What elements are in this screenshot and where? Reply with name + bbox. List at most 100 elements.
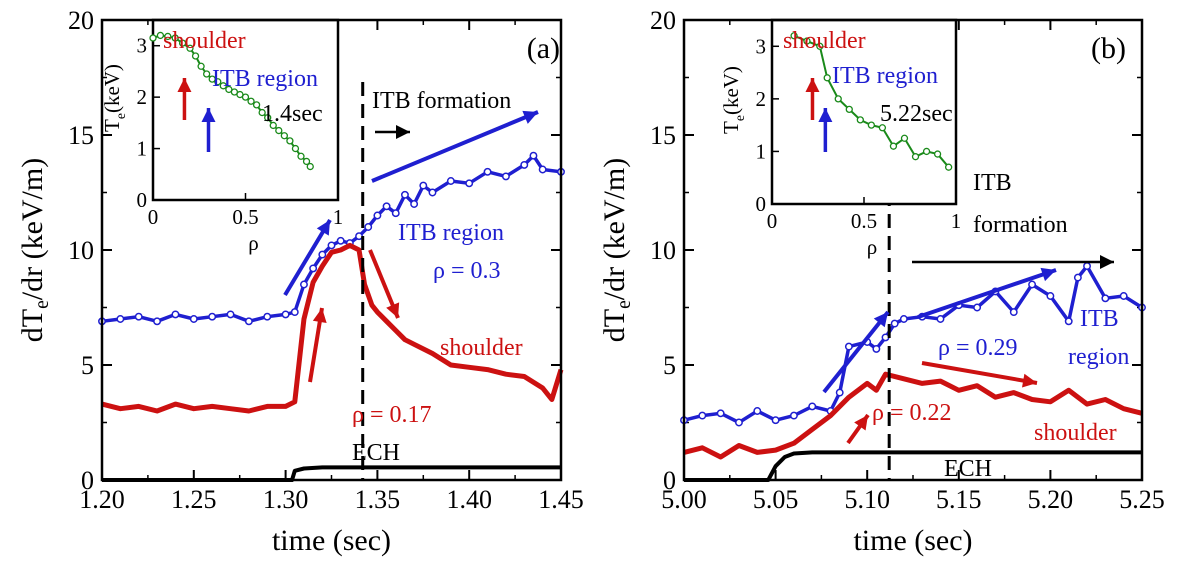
itb-trend-arrow-shaft: [917, 268, 1057, 319]
itb-formation-arrow: [375, 125, 410, 139]
inset-data-point: [178, 39, 187, 47]
data-point: [501, 172, 510, 181]
data-point: [872, 344, 881, 353]
y-tick-label: 0: [663, 466, 676, 495]
inset-data-point: [269, 121, 277, 130]
inset-time-label: 1.4sec: [262, 101, 323, 127]
inset-x-tick-label: 0: [767, 209, 778, 233]
x-tick-label: 5.20: [1028, 485, 1074, 514]
data-point: [735, 418, 743, 427]
trend-arrow-head: [873, 312, 888, 328]
x-tick-label: 1.35: [355, 485, 401, 514]
shoulder-series-label: ρ = 0.17: [352, 402, 432, 428]
data-point: [698, 411, 707, 420]
data-point: [808, 402, 817, 411]
series-shoulder: [683, 371, 1143, 460]
inset-data-point: [264, 114, 272, 122]
data-point: [1101, 294, 1110, 303]
itb-formation-label: ITB formation: [372, 88, 511, 114]
x-tick-label: 5.05: [753, 485, 799, 514]
y-tick-label: 15: [650, 121, 676, 150]
inset-data-point: [922, 147, 931, 156]
data-point: [171, 310, 180, 319]
ech-label: ECH: [944, 456, 992, 482]
shoulder-series-label: shoulder: [1034, 420, 1117, 446]
data-point: [789, 411, 798, 420]
data-point: [364, 223, 373, 231]
data-point: [1046, 292, 1055, 300]
inset-y-axis-label-base: T: [100, 119, 124, 132]
plot-frame: [682, 18, 1144, 482]
data-point: [309, 264, 318, 273]
inset-chart: 0 0.5 1 0 1 2 3 ρ Te(keV) shoulder ITB region 1.4se…: [100, 18, 343, 255]
y-axis-label-rest: /dr (keV/m): [16, 158, 49, 300]
series-shoulder: [101, 242, 564, 414]
inset-itb-arrow-head: [201, 108, 216, 122]
x-tick-label: 1.30: [263, 485, 309, 514]
inset-data-point: [156, 31, 165, 40]
inset-y-tick-label: 1: [756, 139, 767, 163]
data-point: [134, 312, 143, 321]
y-tick-label: 0: [81, 466, 94, 495]
panel-label: (b): [1091, 32, 1126, 65]
data-point: [226, 310, 235, 319]
inset-data-point: [191, 52, 200, 60]
itb-series-label: region: [1068, 344, 1129, 370]
ech-label: ECH: [352, 440, 400, 466]
inset-data-point: [856, 116, 864, 124]
data-point: [116, 315, 125, 323]
panel-label: (a): [527, 32, 560, 65]
y-axis-label: dTe/dr (keV/m): [598, 158, 635, 342]
itb-trend-arrow: [917, 267, 1057, 319]
data-point: [520, 160, 529, 169]
data-point: [771, 416, 780, 425]
series-line: [683, 371, 1143, 460]
inset-shoulder-arrow: [177, 78, 192, 120]
inset-data-point: [823, 74, 831, 82]
y-tick-label: 10: [68, 236, 94, 265]
inset-data-point: [164, 32, 172, 41]
data-point: [336, 236, 345, 245]
trend-arrow: [283, 218, 332, 297]
y-tick-label: 5: [81, 351, 94, 380]
inset-y-tick-label: 3: [756, 34, 767, 58]
itb-series-label: ρ = 0.3: [433, 258, 501, 284]
inset-itb-arrow-head: [818, 108, 833, 122]
y-tick-label: 10: [650, 236, 676, 265]
trend-arrow: [368, 249, 400, 319]
y-tick-label: 20: [650, 6, 676, 35]
trend-arrow-head: [1022, 373, 1037, 388]
inset-x-tick-label: 0: [148, 205, 159, 229]
data-point: [538, 165, 547, 174]
inset-x-tick-label: 1: [951, 209, 962, 233]
trend-arrow-head: [312, 308, 327, 323]
data-point: [1028, 280, 1037, 289]
x-tick-label: 1.20: [79, 485, 125, 514]
inset-data-point: [297, 152, 305, 160]
trend-arrow: [846, 413, 870, 445]
inset-y-tick-label: 1: [137, 137, 148, 161]
trend-arrow-head: [386, 302, 400, 318]
inset-x-tick-label: 0.5: [232, 205, 258, 229]
data-point: [716, 409, 725, 418]
data-point: [410, 200, 419, 208]
inset-data-point: [219, 82, 227, 90]
inset-data-point: [933, 150, 942, 158]
shoulder-series-label: shoulder: [440, 335, 523, 361]
data-point: [529, 151, 538, 160]
x-tick-label: 5.10: [844, 485, 890, 514]
inset-data-point: [241, 93, 250, 101]
inset-data-point: [247, 97, 255, 105]
inset-data-point: [845, 105, 853, 114]
data-point: [446, 177, 455, 185]
data-point: [153, 317, 162, 326]
trend-arrow-head: [854, 415, 868, 431]
data-point: [290, 308, 299, 317]
inset-data-point: [275, 126, 283, 135]
inset-y-axis-label: Te(keV): [719, 66, 747, 134]
data-point: [208, 312, 217, 321]
inset-y-axis-label-sub: e: [732, 115, 747, 121]
y-axis-label-base: dT: [16, 309, 49, 342]
inset-shoulder-arrow-head: [177, 78, 192, 92]
inset-itb-label: ITB region: [832, 63, 938, 89]
